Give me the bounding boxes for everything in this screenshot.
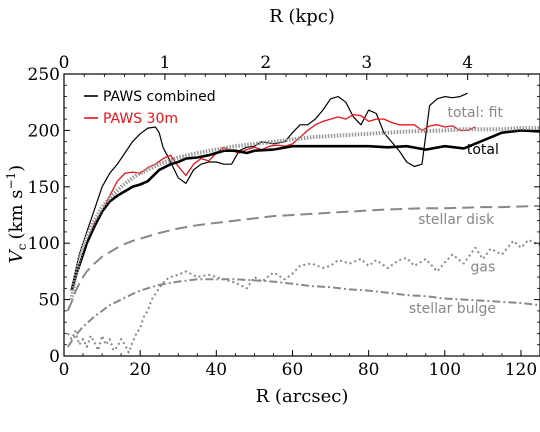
y-tick-label: 0 bbox=[49, 347, 60, 367]
x-tick-label: 120 bbox=[505, 360, 537, 380]
x2-tick-label: 1 bbox=[159, 53, 170, 73]
x-axis-label: R (arcsec) bbox=[256, 386, 349, 407]
top-x-axis-label: R (kpc) bbox=[269, 6, 335, 27]
series-line-2 bbox=[70, 129, 540, 291]
annotation-1: total bbox=[467, 142, 499, 158]
series-line-5 bbox=[66, 278, 540, 348]
plot-frame bbox=[63, 73, 540, 357]
series-line-6 bbox=[66, 238, 540, 354]
x-tick-label: 40 bbox=[205, 360, 227, 380]
y-tick-label: 200 bbox=[28, 121, 60, 141]
annotations: total: fit total stellar disk gas stellar bu… bbox=[409, 105, 504, 317]
legend-entry-1: PAWS 30m bbox=[103, 111, 178, 127]
legend: PAWS combined PAWS 30m bbox=[84, 89, 216, 127]
y-tick-label: 150 bbox=[28, 178, 60, 198]
series-line-0 bbox=[71, 92, 468, 289]
series-line-4 bbox=[66, 205, 540, 312]
series-lines bbox=[66, 92, 540, 354]
x-tick-label: 0 bbox=[59, 360, 70, 380]
annotation-3: gas bbox=[470, 259, 495, 275]
y-axis-label: Vc(km s−1) bbox=[4, 165, 29, 263]
x2-tick-label: 3 bbox=[361, 53, 372, 73]
y-tick-label: 250 bbox=[28, 65, 60, 85]
x2-tick-label: 4 bbox=[462, 53, 473, 73]
x-tick-label: 100 bbox=[429, 360, 461, 380]
series-line-3 bbox=[69, 126, 540, 300]
y-tick-label: 100 bbox=[28, 234, 60, 254]
annotation-2: stellar disk bbox=[418, 212, 495, 228]
legend-entry-0: PAWS combined bbox=[103, 89, 216, 105]
annotation-4: stellar bulge bbox=[409, 301, 496, 317]
x2-tick-label: 0 bbox=[59, 53, 70, 73]
x-tick-label: 80 bbox=[358, 360, 380, 380]
annotation-0: total: fit bbox=[448, 105, 504, 121]
series-line-1 bbox=[70, 113, 476, 291]
x-tick-label: 60 bbox=[282, 360, 304, 380]
y-tick-label: 50 bbox=[38, 291, 60, 311]
x2-tick-label: 2 bbox=[260, 53, 271, 73]
x-tick-label: 20 bbox=[129, 360, 151, 380]
